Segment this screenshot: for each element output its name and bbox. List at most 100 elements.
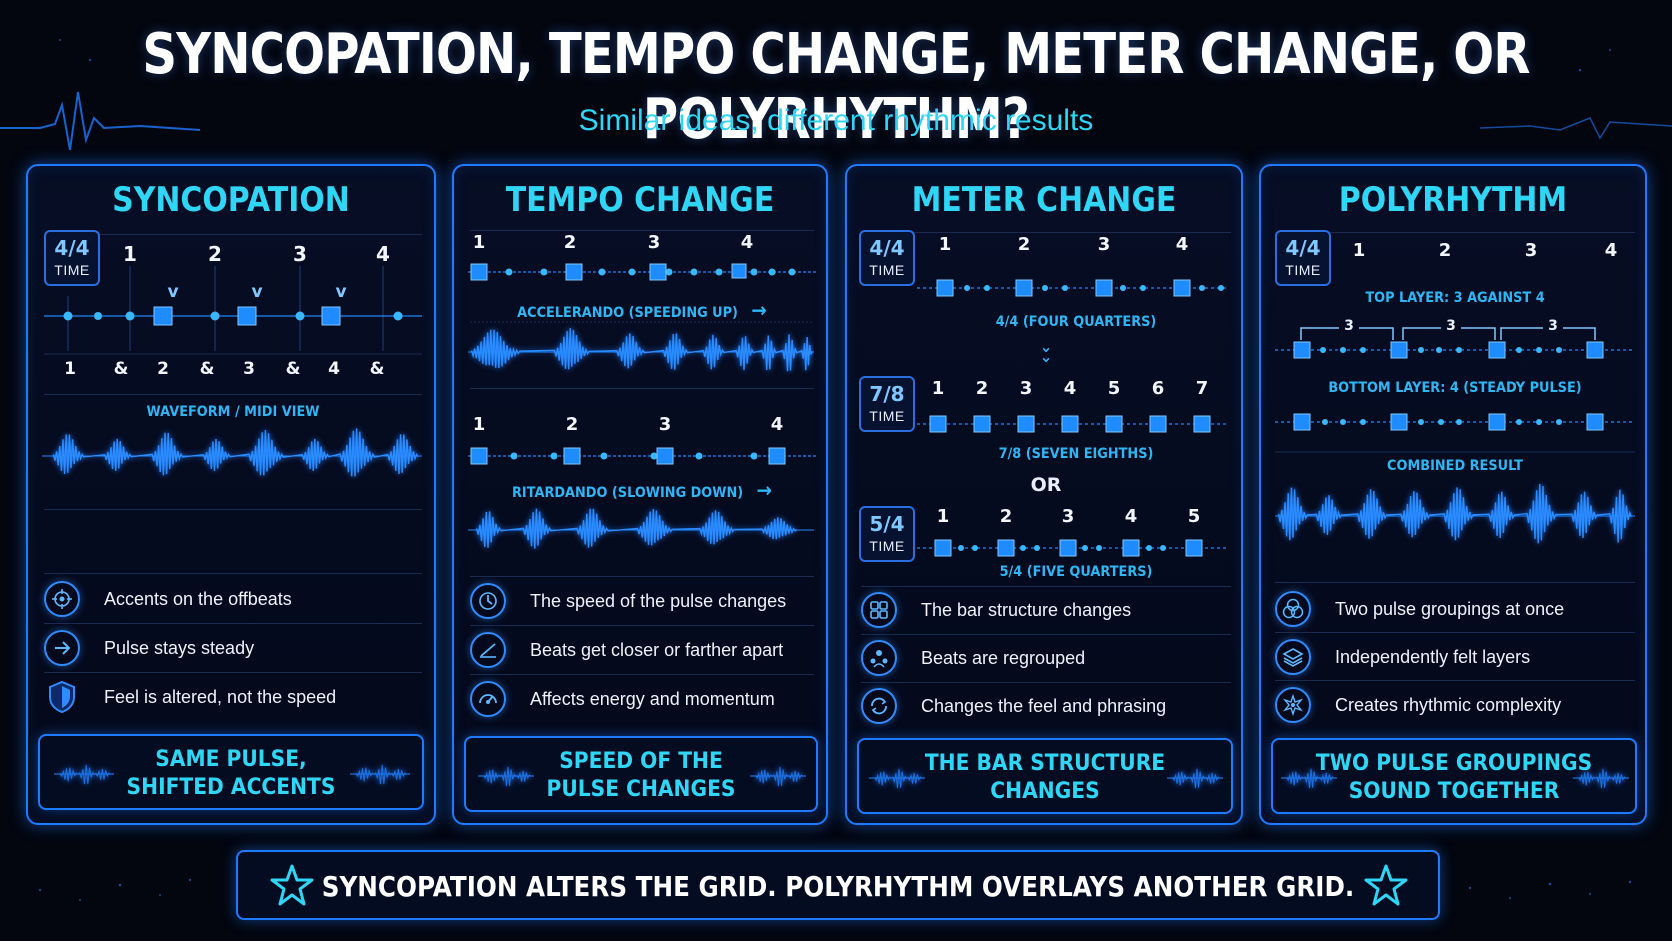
feature-row: The bar structure changes xyxy=(861,587,1131,633)
beat-number: 2 xyxy=(565,414,579,435)
beat-number: 5 xyxy=(1187,506,1201,527)
feature-row: The speed of the pulse changes xyxy=(470,578,786,624)
divider xyxy=(44,623,422,624)
time-signature-label: TIME xyxy=(1285,262,1321,278)
summary-line: SPEED OF THE xyxy=(559,749,723,774)
beat-number: 4 xyxy=(1175,234,1189,255)
summary-text: SAME PULSE, SHIFTED ACCENTS xyxy=(55,746,406,802)
syncopation-grid xyxy=(44,266,422,355)
beat-number: 4 xyxy=(770,414,784,435)
feature-text: Pulse stays steady xyxy=(104,637,255,658)
meter-grids xyxy=(917,279,1229,557)
chevron-down-icon: ⌄ ⌄ xyxy=(1039,337,1053,366)
star-icon xyxy=(1364,864,1408,906)
feature-row: Changes the feel and phrasing xyxy=(861,683,1166,729)
combined-waveform xyxy=(1275,483,1635,544)
time-signature-value: 7/8 xyxy=(869,382,905,406)
accelerando-label: ACCELERANDO (SPEEDING UP) → xyxy=(469,298,815,322)
subdivision-label: & xyxy=(113,359,129,379)
venn-icon xyxy=(1275,591,1311,627)
beat-number: 4 xyxy=(1063,378,1077,399)
accelerando-grid xyxy=(468,263,816,465)
mini-waveform-left xyxy=(869,768,925,789)
beat-number: 1 xyxy=(1352,240,1366,261)
summary-line: SOUND TOGETHER xyxy=(1348,779,1560,804)
divider xyxy=(44,394,422,395)
top-layer-label: TOP LAYER: 3 AGAINST 4 xyxy=(1365,290,1545,306)
beat-number: 3 xyxy=(1524,240,1538,261)
slope-icon xyxy=(470,632,506,668)
summary-box: THE BAR STRUCTURE CHANGES xyxy=(857,738,1233,814)
meter-caption: 7/8 (SEVEN EIGHTHS) xyxy=(998,446,1154,462)
beat-number: 6 xyxy=(1151,378,1165,399)
divider xyxy=(44,234,422,235)
shield-icon xyxy=(44,679,80,715)
feature-row: Pulse stays steady xyxy=(44,625,254,671)
summary-box: SPEED OF THE PULSE CHANGES xyxy=(464,736,818,812)
divider xyxy=(44,573,422,574)
gauge-icon xyxy=(470,681,506,717)
clock-icon xyxy=(470,583,506,619)
page-subtitle: Similar ideas, different rhythmic result… xyxy=(578,104,1094,137)
feature-text: Beats get closer or farther apart xyxy=(530,639,784,660)
group-icon xyxy=(861,640,897,676)
feature-text: Beats are regrouped xyxy=(921,647,1086,668)
beat-number: 1 xyxy=(472,414,486,435)
divider xyxy=(861,634,1231,635)
time-signature-value: 4/4 xyxy=(54,236,90,260)
beat-number: 2 xyxy=(563,232,577,253)
divider xyxy=(470,674,814,675)
beat-number: 7 xyxy=(1195,378,1209,399)
time-signature-box: 7/8 TIME xyxy=(859,376,915,432)
divider xyxy=(44,509,422,510)
time-signature-label: TIME xyxy=(869,262,905,278)
divider xyxy=(1275,680,1635,681)
sparkle-dots-decoration xyxy=(38,39,1632,901)
feature-text: Affects energy and momentum xyxy=(530,688,775,709)
subdivision-label: & xyxy=(199,359,215,379)
time-signature-box: 5/4 TIME xyxy=(859,506,915,562)
beat-number: 4 xyxy=(376,242,390,266)
subdivision-label: 4 xyxy=(328,359,340,379)
mini-waveform-right xyxy=(350,764,410,785)
grid-icon xyxy=(861,592,897,628)
feature-text: Two pulse groupings at once xyxy=(1335,598,1565,619)
time-signature-box: 4/4 TIME xyxy=(44,230,100,286)
bottom-banner-text: SYNCOPATION ALTERS THE GRID. POLYRHYTHM … xyxy=(321,870,1355,903)
starburst-icon xyxy=(1275,687,1311,723)
panel-title: METER CHANGE xyxy=(911,180,1177,220)
heartbeat-right-decoration xyxy=(1479,117,1672,140)
summary-text: THE BAR STRUCTURE CHANGES xyxy=(874,750,1216,806)
feature-row: Creates rhythmic complexity xyxy=(1275,682,1561,728)
feature-row: Two pulse groupings at once xyxy=(1275,586,1564,632)
syncopation-panel: SYNCOPATION 4/4 TIME 1 2 3 4 v v v 1 & 2… xyxy=(26,164,436,825)
triplet-mark: 3 xyxy=(1344,318,1354,334)
feature-row: Feel is altered, not the speed xyxy=(44,674,336,720)
summary-line: THE BAR STRUCTURE xyxy=(924,751,1166,776)
subdivision-label: & xyxy=(369,359,385,379)
feature-text: Creates rhythmic complexity xyxy=(1335,694,1562,715)
time-signature-label: TIME xyxy=(869,538,905,554)
ritardando-text: RITARDANDO (SLOWING DOWN) xyxy=(511,485,744,501)
panel-title: SYNCOPATION xyxy=(112,180,350,220)
time-signature-value: 4/4 xyxy=(1285,236,1321,260)
mini-waveform-right xyxy=(1167,768,1223,789)
polyrhythm-grids xyxy=(1275,327,1635,453)
or-separator: OR xyxy=(1030,474,1062,496)
arrow-right-icon: → xyxy=(756,478,773,502)
beat-number: 2 xyxy=(999,506,1013,527)
divider xyxy=(470,230,814,231)
beat-number: 1 xyxy=(938,234,952,255)
bottom-banner: SYNCOPATION ALTERS THE GRID. POLYRHYTHM … xyxy=(236,850,1440,920)
beat-number: 1 xyxy=(123,242,137,266)
beat-number: 1 xyxy=(472,232,486,253)
accelerando-text: ACCELERANDO (SPEEDING UP) xyxy=(517,305,738,321)
beat-number: 3 xyxy=(1019,378,1033,399)
divider xyxy=(861,682,1231,683)
summary-text: SPEED OF THE PULSE CHANGES xyxy=(480,748,802,804)
summary-line: SHIFTED ACCENTS xyxy=(126,775,336,800)
feature-row: Independently felt layers xyxy=(1275,634,1530,680)
beat-number: 2 xyxy=(208,242,222,266)
feature-text: The speed of the pulse changes xyxy=(530,590,787,611)
beat-number: 4 xyxy=(1124,506,1138,527)
